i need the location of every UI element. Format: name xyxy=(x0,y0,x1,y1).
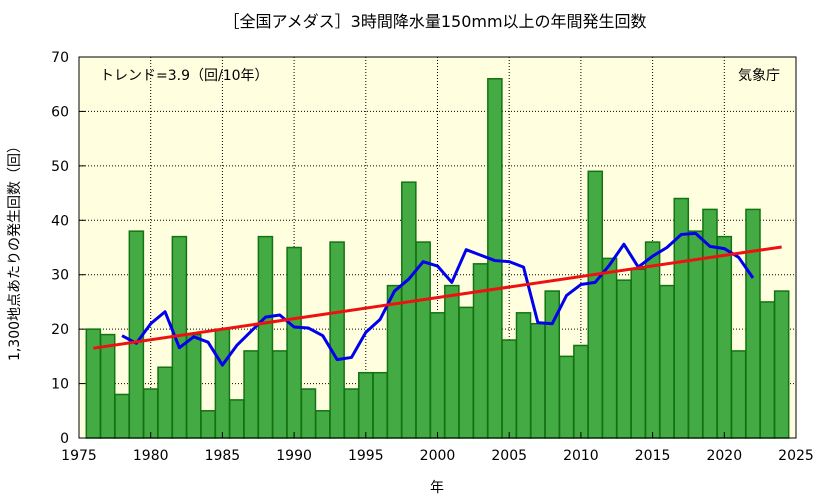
x-tick-label: 1985 xyxy=(205,448,241,464)
chart-title: ［全国アメダス］3時間降水量150mm以上の年間発生回数 xyxy=(223,12,646,31)
bar xyxy=(386,284,403,439)
moving-average-line xyxy=(121,231,755,367)
y-tick-label: 0 xyxy=(60,431,69,447)
source-label: 気象庁 xyxy=(738,68,780,84)
bar xyxy=(501,339,517,439)
bar xyxy=(343,388,360,439)
bar xyxy=(114,393,130,439)
bar xyxy=(401,181,417,439)
bar xyxy=(157,366,173,439)
x-tick-label: 1990 xyxy=(276,448,312,464)
bar xyxy=(300,388,317,439)
x-tick-label: 1975 xyxy=(61,448,97,464)
y-tick-label: 10 xyxy=(51,377,69,393)
bar-series xyxy=(85,78,790,439)
bar xyxy=(587,170,604,439)
bar xyxy=(372,371,388,439)
y-tick-label: 20 xyxy=(51,322,69,338)
bar xyxy=(716,235,733,439)
bar xyxy=(142,388,159,439)
bar xyxy=(99,333,116,439)
bar xyxy=(444,284,460,439)
bar xyxy=(558,355,575,439)
bar xyxy=(573,344,589,439)
bar xyxy=(630,268,647,439)
bar xyxy=(257,235,274,439)
bar xyxy=(85,328,102,439)
x-tick-label: 2010 xyxy=(563,448,599,464)
y-tick-label: 60 xyxy=(51,104,69,120)
trend-line xyxy=(93,245,782,350)
bar xyxy=(415,241,431,439)
trend-annotation: トレンド=3.9（回/10年） xyxy=(100,68,269,84)
bar xyxy=(759,301,776,439)
bar xyxy=(228,399,245,439)
bar xyxy=(515,312,532,439)
bar xyxy=(185,333,202,439)
y-axis-ticks: 0 10 20 30 40 50 60 70 xyxy=(51,50,85,447)
bar xyxy=(286,246,302,439)
x-tick-label: 2005 xyxy=(491,448,527,464)
bar xyxy=(773,290,790,439)
bar xyxy=(214,328,231,439)
x-axis-label: 年 xyxy=(430,480,444,496)
x-tick-label: 2025 xyxy=(778,448,814,464)
bar xyxy=(458,306,474,439)
bar xyxy=(358,371,374,439)
x-tick-label: 2015 xyxy=(635,448,671,464)
y-tick-label: 70 xyxy=(51,50,69,66)
bar xyxy=(429,312,446,439)
y-tick-label: 40 xyxy=(51,213,69,229)
bar xyxy=(659,284,675,439)
y-tick-label: 30 xyxy=(51,268,69,284)
bar xyxy=(687,230,704,439)
x-tick-label: 2000 xyxy=(420,448,456,464)
x-tick-label: 1980 xyxy=(133,448,169,464)
bar xyxy=(200,410,216,439)
bar xyxy=(745,208,761,439)
bar xyxy=(243,350,259,439)
bar xyxy=(601,257,618,439)
y-axis-label: 1,300地点あたりの発生回数（回） xyxy=(7,139,23,361)
x-tick-label: 1995 xyxy=(348,448,384,464)
x-tick-label: 2020 xyxy=(706,448,742,464)
bar xyxy=(730,350,747,439)
bar xyxy=(616,279,632,439)
bar xyxy=(530,322,546,439)
y-tick-label: 50 xyxy=(51,159,69,175)
bar xyxy=(271,350,288,439)
x-axis-ticks: 1975 1980 1985 1990 1995 2000 2005 2010 2015 2020… xyxy=(61,432,814,464)
bar xyxy=(315,410,331,439)
bar xyxy=(644,241,661,439)
bar xyxy=(329,241,345,439)
